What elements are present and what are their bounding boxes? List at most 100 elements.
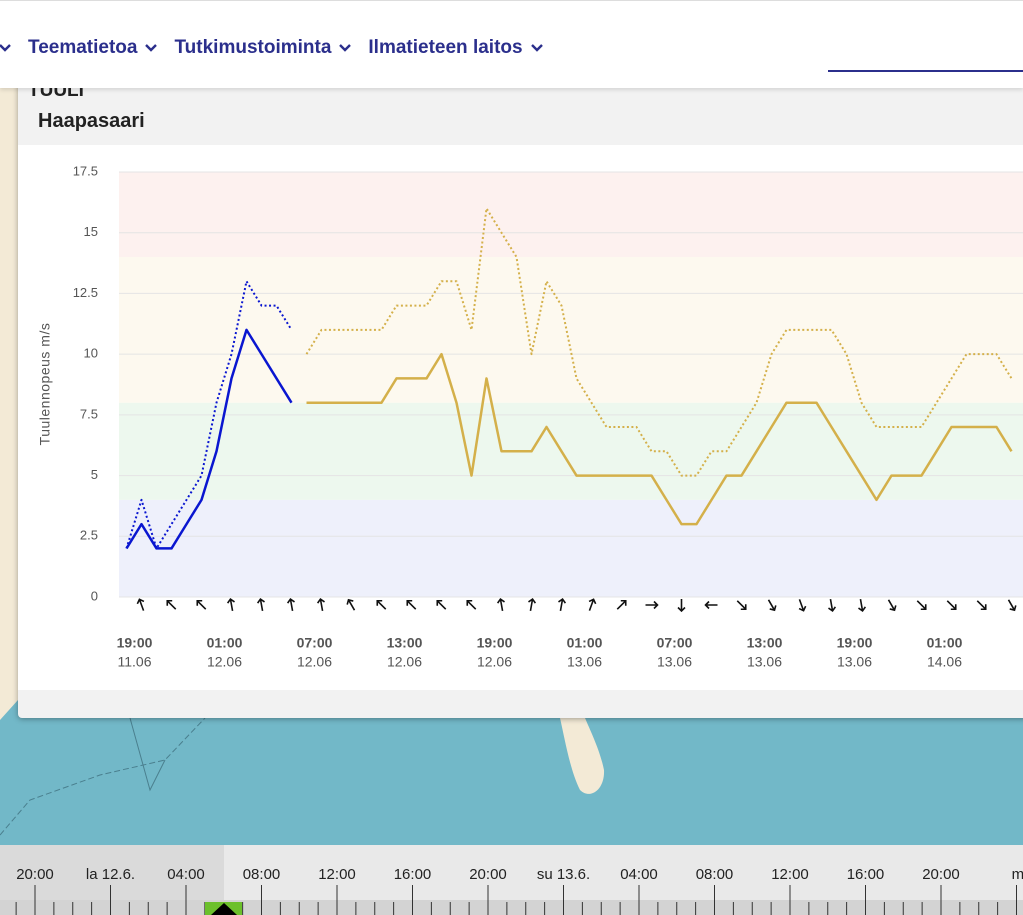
nav-label: Teematietoa — [28, 37, 138, 58]
y-tick-label: 5 — [91, 467, 98, 482]
wind-arrow — [376, 599, 387, 610]
x-tick-date: 12.06 — [477, 654, 512, 670]
x-tick-label: 19:00 — [477, 635, 513, 651]
y-tick-label: 17.5 — [73, 163, 98, 178]
wind-arrow — [226, 597, 235, 612]
x-tick-label: 01:00 — [207, 635, 243, 651]
land — [0, 88, 18, 720]
wind-arrow — [136, 598, 145, 611]
border-line — [0, 717, 206, 836]
timeline-label: 04:00 — [167, 866, 205, 883]
timeline-track — [0, 900, 1023, 915]
wind-arrow — [436, 599, 447, 610]
wind-line — [125, 328, 293, 550]
wind-arrow — [286, 597, 295, 612]
x-tick-date: 13.06 — [657, 654, 692, 670]
y-tick-label: 12.5 — [73, 285, 98, 300]
nav-label: Ilmatieteen laitos — [368, 37, 523, 58]
x-tick-date: 12.06 — [207, 654, 242, 670]
header: Teematietoa Tutkimustoiminta Ilmatieteen l… — [0, 0, 1023, 88]
wind-arrow — [677, 599, 686, 613]
x-tick-label: 19:00 — [117, 635, 153, 651]
timeline-label: 12:00 — [771, 866, 809, 883]
timeline-label: 20:00 — [922, 866, 960, 883]
chevron — [339, 44, 352, 52]
wind-arrow — [828, 598, 837, 613]
wind-arrow — [916, 600, 927, 611]
timeline-label: 12:00 — [318, 866, 356, 883]
wind-arrow — [946, 600, 957, 611]
timeline-label: 08:00 — [696, 866, 734, 883]
y-tick-label: 7.5 — [80, 406, 98, 421]
timeline-label: 04:00 — [620, 866, 658, 883]
wind-arrow — [406, 599, 417, 610]
threshold-band — [119, 257, 1023, 403]
threshold-band — [119, 499, 1023, 597]
timeline-label: su 13.6. — [537, 866, 590, 883]
wind-arrow — [858, 598, 867, 613]
chart: 0 2.5 5 7.5 10 12.5 15 17.5 Tuulennopeus m/s 19:0… — [18, 145, 1023, 690]
x-tick-date: 13.06 — [567, 654, 602, 670]
wind-arrow — [316, 597, 325, 612]
nav-item-partial[interactable] — [0, 37, 12, 59]
x-tick-date: 13.06 — [747, 654, 782, 670]
timeline-label: 08:00 — [243, 866, 281, 883]
wind-arrow — [588, 598, 597, 611]
timeline-label: la 12.6. — [86, 866, 135, 883]
wind-line — [306, 352, 1013, 526]
wind-arrow — [528, 597, 537, 612]
wind-arrow — [798, 599, 807, 612]
time-slider-handle[interactable] — [211, 903, 237, 915]
y-tick-label: 0 — [91, 588, 98, 603]
wind-arrow — [887, 599, 897, 612]
nav: Teematietoa Tutkimustoiminta Ilmatieteen l… — [0, 37, 560, 59]
y-tick-label: 2.5 — [80, 528, 98, 543]
wind-arrow — [346, 598, 356, 611]
x-tick-date: 11.06 — [118, 654, 152, 670]
gust-line — [305, 207, 1013, 477]
x-tick-label: 13:00 — [387, 635, 423, 651]
wind-arrow — [704, 600, 718, 610]
border-line — [129, 717, 166, 792]
popup: TUULI Haapasaari 0 2.5 5 7.5 10 12.5 15 17.5 Tuu… — [18, 70, 1023, 718]
nav-item[interactable]: Teematietoa — [28, 37, 158, 59]
y-tick-label: 15 — [84, 224, 98, 239]
x-tick-date: 12.06 — [297, 654, 332, 670]
wind-arrow — [1007, 599, 1017, 612]
timeline: 20:00 la 12.6. 04:00 08:00 12:00 16:00 20:00 su… — [0, 845, 1023, 915]
wind-arrow — [196, 599, 207, 610]
search-input[interactable] — [828, 70, 1023, 72]
wind-arrow — [466, 599, 477, 610]
threshold-band — [119, 402, 1023, 500]
x-tick-label: 07:00 — [657, 635, 693, 651]
wind-arrow — [767, 599, 777, 612]
timeline-label: 16:00 — [847, 866, 885, 883]
chevron — [530, 44, 543, 52]
x-tick-label: 19:00 — [837, 635, 873, 651]
y-tick-label: 10 — [84, 346, 98, 361]
wind-arrow — [976, 600, 987, 611]
x-tick-label: 01:00 — [567, 635, 603, 651]
timeline-label: 20:00 — [16, 866, 54, 883]
x-tick-date: 12.06 — [387, 654, 422, 670]
x-tick-label: 13:00 — [747, 635, 783, 651]
wind-arrow — [645, 600, 659, 610]
station-name: Haapasaari — [38, 110, 145, 132]
wind-arrow — [256, 597, 265, 612]
x-tick-date: 13.06 — [837, 654, 872, 670]
y-axis-label: Tuulennopeus m/s — [37, 323, 53, 446]
timeline-label: ma 14 — [1012, 866, 1023, 883]
chevron — [0, 44, 11, 52]
island — [560, 718, 605, 794]
nav-label: Tutkimustoiminta — [174, 37, 332, 58]
wind-arrow — [496, 597, 505, 612]
wind-arrow — [736, 600, 747, 611]
timeline-label: 20:00 — [469, 866, 507, 883]
x-tick-date: 14.06 — [927, 654, 962, 670]
wind-arrow — [616, 599, 627, 610]
x-tick-label: 01:00 — [927, 635, 963, 651]
wind-arrow — [166, 599, 177, 610]
nav-item[interactable]: Tutkimustoiminta — [174, 37, 352, 59]
threshold-band — [119, 172, 1023, 257]
nav-item[interactable]: Ilmatieteen laitos — [368, 37, 543, 59]
